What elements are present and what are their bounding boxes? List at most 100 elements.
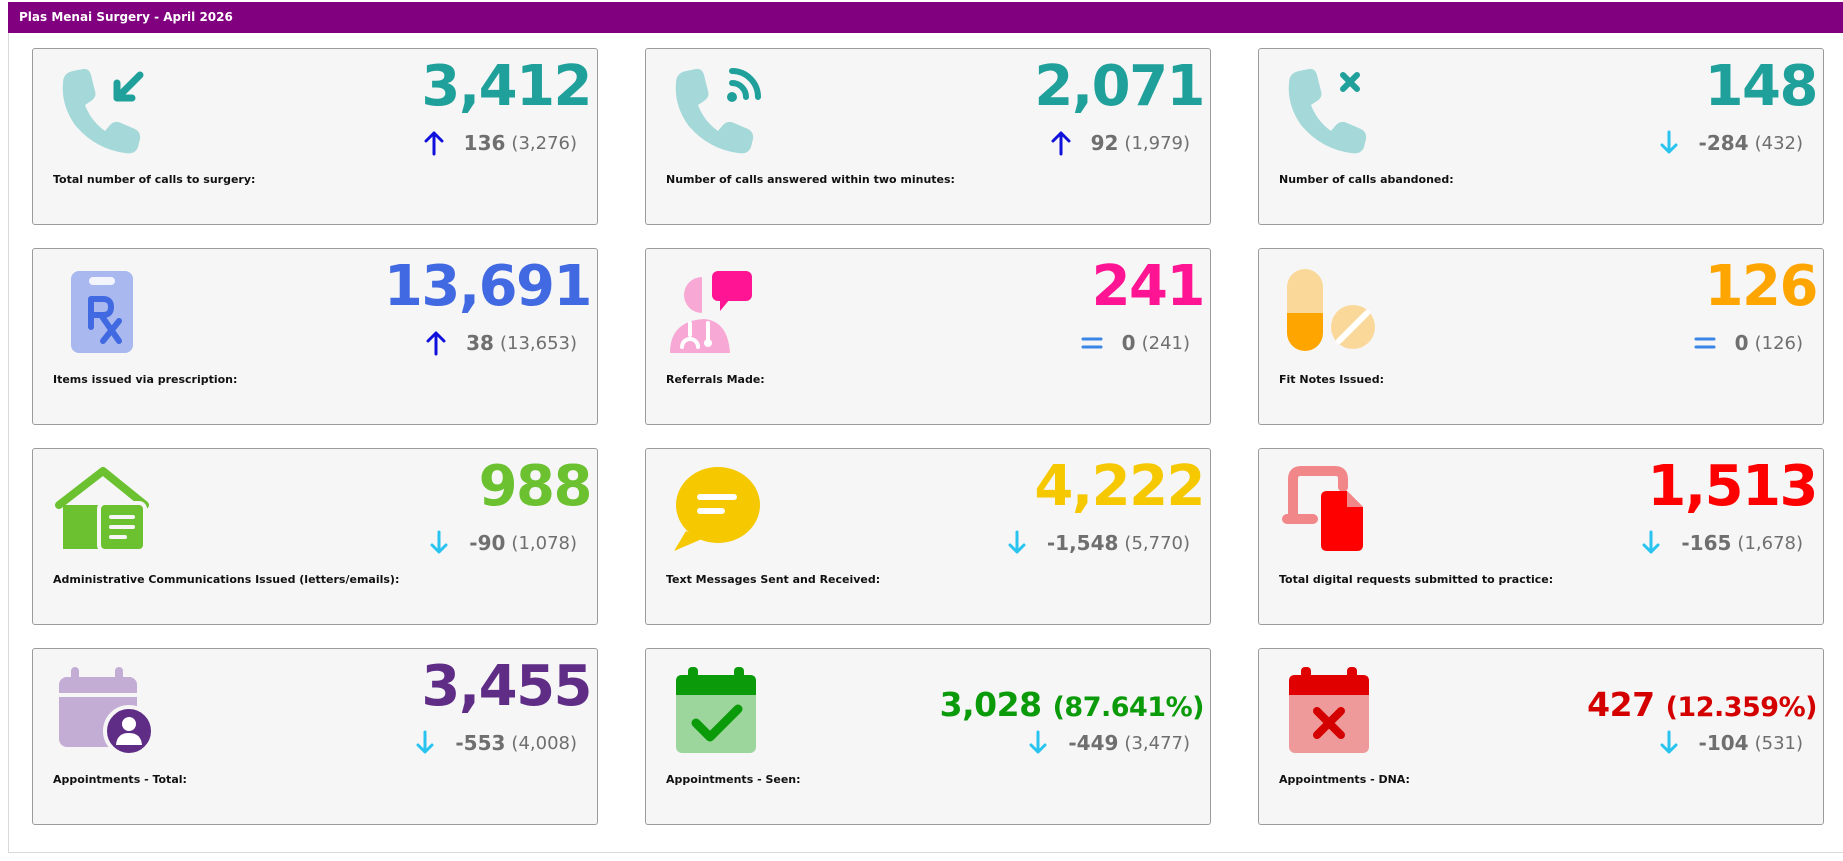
pills-icon	[1281, 265, 1381, 355]
kpi-previous-value: (1,078)	[511, 532, 577, 554]
kpi-label: Administrative Communications Issued (le…	[53, 573, 400, 586]
kpi-delta-value: -104	[1698, 731, 1749, 755]
kpi-value-number: 3,455	[421, 654, 592, 719]
phone-incoming-icon	[55, 65, 155, 155]
kpi-delta: -1,548 (5,770)	[1005, 525, 1190, 561]
calendar-x-icon	[1281, 665, 1381, 755]
kpi-delta-value: -165	[1681, 531, 1732, 555]
kpi-card-text-messages: 4,222 -1,548 (5,770) Text Messages Sent …	[645, 448, 1211, 625]
arrow-down-icon	[413, 730, 437, 756]
kpi-delta: -165 (1,678)	[1639, 525, 1803, 561]
kpi-label: Text Messages Sent and Received:	[666, 573, 881, 586]
kpi-delta-value: 0	[1734, 331, 1749, 355]
prescription-clipboard-icon	[55, 265, 155, 355]
kpi-label: Fit Notes Issued:	[1279, 373, 1384, 386]
kpi-value: 427 (12.359%)	[1587, 669, 1817, 744]
kpi-label: Total digital requests submitted to prac…	[1279, 573, 1554, 586]
kpi-percentage: (12.359%)	[1665, 692, 1818, 723]
kpi-card-total-calls: 3,412 136 (3,276) Total number of calls …	[32, 48, 598, 225]
kpi-label: Items issued via prescription:	[53, 373, 238, 386]
kpi-delta: 0 (241)	[1080, 325, 1190, 361]
kpi-label: Appointments - Total:	[53, 773, 187, 786]
kpi-value: 241	[1091, 254, 1206, 319]
equals-icon	[1080, 330, 1104, 356]
kpi-delta: 0 (126)	[1693, 325, 1803, 361]
kpi-label: Number of calls answered within two minu…	[666, 173, 955, 186]
kpi-delta: -284 (432)	[1657, 125, 1803, 161]
kpi-previous-value: (1,678)	[1737, 532, 1803, 554]
kpi-delta-value: -553	[455, 731, 506, 755]
kpi-delta: 38 (13,653)	[424, 325, 577, 361]
kpi-delta-value: 136	[463, 131, 506, 155]
kpi-previous-value: (3,276)	[511, 132, 577, 154]
kpi-previous-value: (241)	[1141, 332, 1190, 354]
calendar-user-icon	[55, 665, 155, 755]
calendar-check-icon	[668, 665, 768, 755]
digital-request-icon	[1281, 465, 1381, 555]
kpi-value-number: 3,028	[939, 685, 1042, 724]
kpi-card-admin-comms: 988 -90 (1,078) Administrative Communica…	[32, 448, 598, 625]
arrow-up-icon	[422, 130, 446, 156]
kpi-percentage: (87.641%)	[1052, 692, 1205, 723]
kpi-delta-value: 0	[1121, 331, 1136, 355]
kpi-delta: 136 (3,276)	[422, 125, 577, 161]
kpi-label: Appointments - DNA:	[1279, 773, 1410, 786]
kpi-delta: -104 (531)	[1657, 725, 1803, 761]
kpi-delta: -553 (4,008)	[413, 725, 577, 761]
kpi-value: 3,412	[421, 54, 592, 119]
kpi-value-number: 427	[1587, 685, 1655, 724]
kpi-delta: 92 (1,979)	[1049, 125, 1190, 161]
kpi-delta-value: -90	[469, 531, 506, 555]
doctor-referral-icon	[668, 265, 768, 355]
kpi-card-digital-requests: 1,513 -165 (1,678) Total digital request…	[1258, 448, 1824, 625]
arrow-up-icon	[1049, 130, 1073, 156]
kpi-value: 1,513	[1647, 454, 1818, 519]
kpi-value: 126	[1704, 254, 1819, 319]
kpi-card-appointments-seen: 3,028 (87.641%) -449 (3,477) Appointment…	[645, 648, 1211, 825]
page-title-bar: Plas Menai Surgery - April 2026	[8, 2, 1843, 33]
arrow-down-icon	[1657, 730, 1681, 756]
kpi-delta: -449 (3,477)	[1026, 725, 1190, 761]
kpi-previous-value: (13,653)	[499, 332, 577, 354]
kpi-delta-value: -449	[1068, 731, 1119, 755]
equals-icon	[1693, 330, 1717, 356]
arrow-up-icon	[424, 330, 448, 356]
kpi-previous-value: (3,477)	[1124, 732, 1190, 754]
chat-bubble-icon	[668, 465, 768, 555]
kpi-value: 4,222	[1034, 454, 1205, 519]
kpi-delta-value: 38	[466, 331, 494, 355]
kpi-previous-value: (432)	[1754, 132, 1803, 154]
kpi-card-prescriptions: 13,691 38 (13,653) Items issued via pres…	[32, 248, 598, 425]
kpi-label: Number of calls abandoned:	[1279, 173, 1454, 186]
kpi-delta-value: 92	[1090, 131, 1119, 155]
kpi-card-appointments-total: 3,455 -553 (4,008) Appointments - Total:	[32, 648, 598, 825]
kpi-value: 3,028 (87.641%)	[939, 669, 1205, 744]
kpi-card-answered-calls: 2,071 92 (1,979) Number of calls answere…	[645, 48, 1211, 225]
kpi-previous-value: (126)	[1754, 332, 1803, 354]
kpi-value: 988	[478, 454, 593, 519]
kpi-card-appointments-dna: 427 (12.359%) -104 (531) Appointments - …	[1258, 648, 1824, 825]
kpi-previous-value: (1,979)	[1124, 132, 1190, 154]
kpi-value: 13,691	[383, 254, 593, 319]
kpi-label: Appointments - Seen:	[666, 773, 801, 786]
footer-strip	[8, 853, 1843, 861]
phone-missed-icon	[1281, 65, 1381, 155]
kpi-card-referrals: 241 0 (241) Referrals Made:	[645, 248, 1211, 425]
kpi-delta-value: -1,548	[1046, 531, 1119, 555]
kpi-label: Total number of calls to surgery:	[53, 173, 256, 186]
phone-signal-icon	[668, 65, 768, 155]
kpi-card-abandoned-calls: 148 -284 (432) Number of calls abandoned…	[1258, 48, 1824, 225]
kpi-previous-value: (4,008)	[511, 732, 577, 754]
kpi-value: 2,071	[1034, 54, 1205, 119]
kpi-value: 148	[1704, 54, 1819, 119]
kpi-delta-value: -284	[1698, 131, 1749, 155]
page-title: Plas Menai Surgery - April 2026	[19, 10, 233, 24]
arrow-down-icon	[1005, 530, 1029, 556]
kpi-value: 3,455	[421, 651, 592, 723]
arrow-down-icon	[427, 530, 451, 556]
kpi-label: Referrals Made:	[666, 373, 765, 386]
kpi-previous-value: (5,770)	[1124, 532, 1190, 554]
kpi-card-fit-notes: 126 0 (126) Fit Notes Issued:	[1258, 248, 1824, 425]
letter-house-icon	[55, 465, 155, 555]
arrow-down-icon	[1657, 130, 1681, 156]
